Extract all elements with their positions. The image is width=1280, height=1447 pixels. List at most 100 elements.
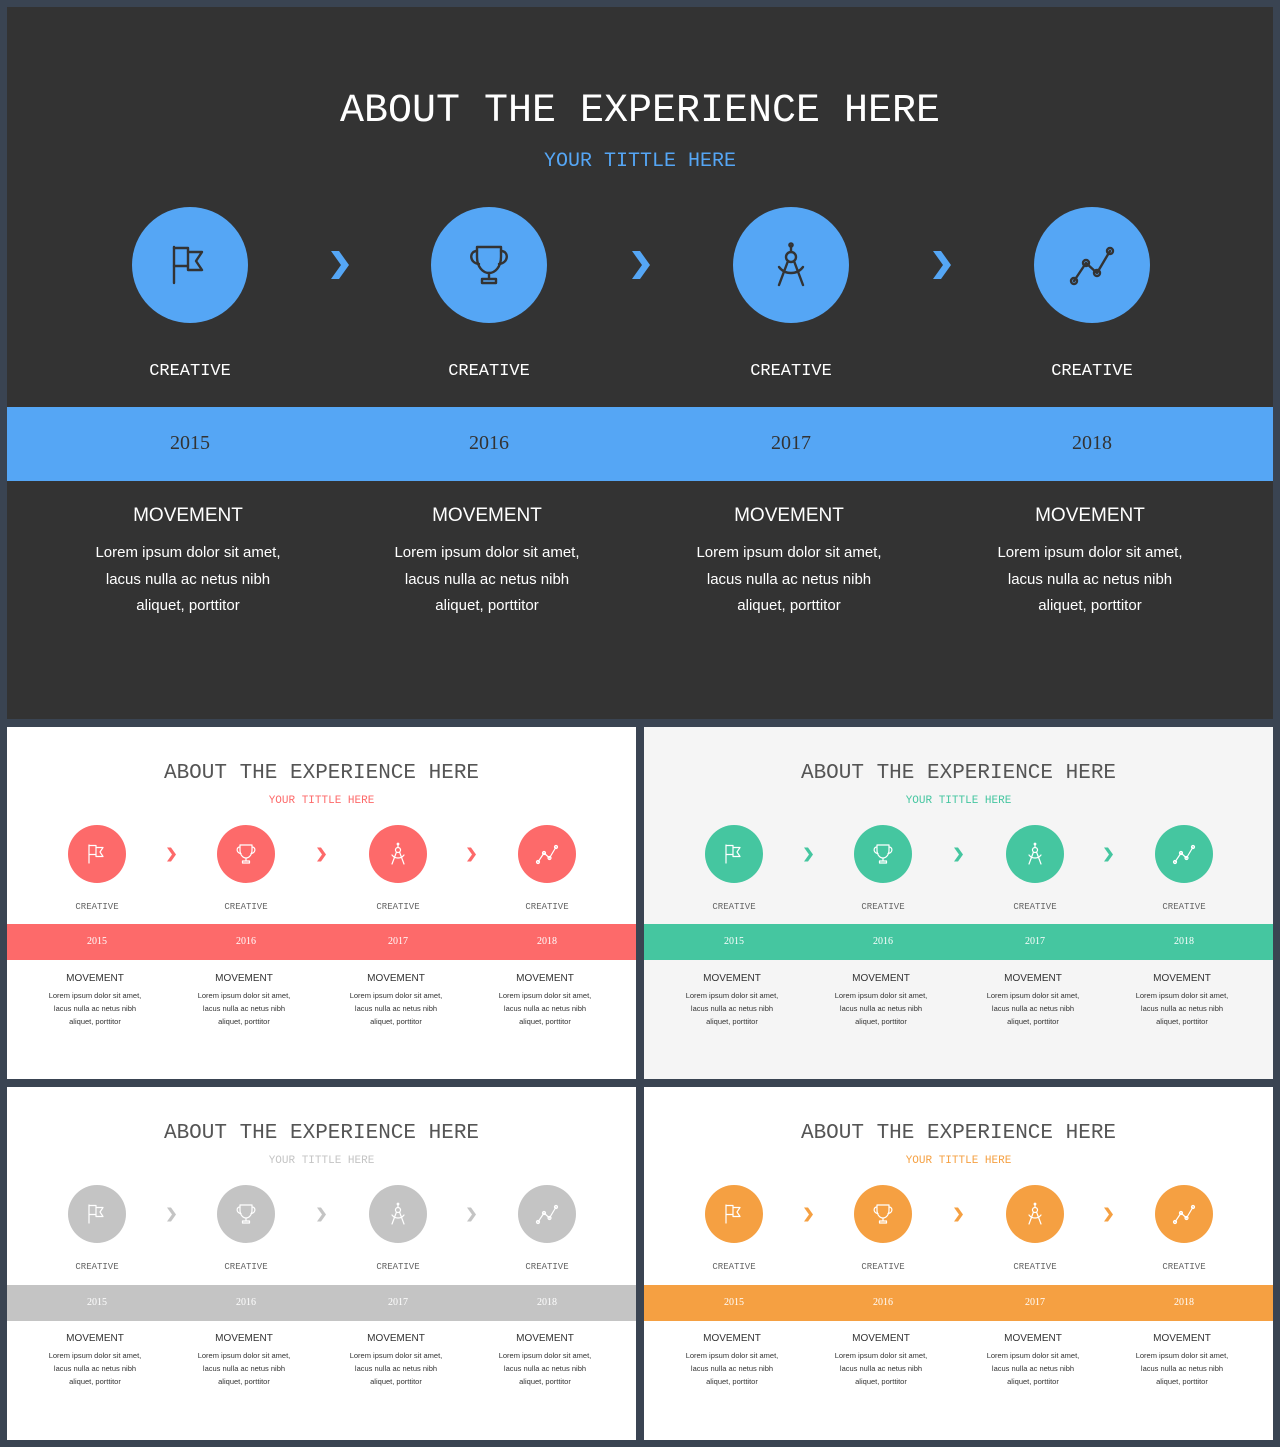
description-line: lacus nulla ac netus nibh bbox=[1140, 1364, 1224, 1373]
description-line: lacus nulla ac netus nibh bbox=[53, 1004, 137, 1013]
description-line: aliquet, porttitor bbox=[1038, 597, 1142, 614]
year-label: 2017 bbox=[1025, 936, 1045, 947]
year-label: 2015 bbox=[87, 936, 107, 947]
slide-title: ABOUT THE EXPERIENCE HERE bbox=[800, 762, 1117, 785]
step-label: CREATIVE bbox=[75, 1262, 119, 1272]
step-circle bbox=[705, 1185, 763, 1243]
movement-description: Lorem ipsum dolor sit amet, lacus nulla a… bbox=[30, 540, 347, 620]
step-circle bbox=[1006, 1185, 1064, 1243]
description-line: aliquet, porttitor bbox=[706, 1377, 758, 1386]
step-circle bbox=[705, 825, 763, 883]
step-label: CREATIVE bbox=[1051, 362, 1133, 381]
step-label: CREATIVE bbox=[750, 362, 832, 381]
chevron-right-icon bbox=[933, 251, 951, 279]
description-line: Lorem ipsum dolor sit amet, bbox=[834, 1351, 928, 1360]
movement-description: Lorem ipsum dolor sit amet, lacus nulla a… bbox=[1103, 989, 1260, 1028]
slide-title: ABOUT THE EXPERIENCE HERE bbox=[800, 1122, 1117, 1145]
step-label: CREATIVE bbox=[448, 362, 530, 381]
step-circle bbox=[854, 825, 912, 883]
year-label: 2018 bbox=[1174, 936, 1194, 947]
step-label: CREATIVE bbox=[1162, 902, 1206, 912]
description-line: aliquet, porttitor bbox=[370, 1377, 422, 1386]
flag-icon bbox=[88, 1204, 104, 1224]
step-label: CREATIVE bbox=[75, 902, 119, 912]
line-chart-icon bbox=[535, 844, 559, 865]
step-label: CREATIVE bbox=[1013, 1262, 1057, 1272]
chevron-right-icon bbox=[317, 847, 326, 861]
movement-description: Lorem ipsum dolor sit amet, lacus nulla a… bbox=[631, 540, 948, 620]
year-label: 2015 bbox=[724, 936, 744, 947]
step-circle bbox=[132, 207, 248, 323]
description-line: aliquet, porttitor bbox=[69, 1377, 121, 1386]
description-line: lacus nulla ac netus nibh bbox=[1007, 570, 1173, 588]
trophy-icon bbox=[873, 1204, 893, 1224]
description-line: lacus nulla ac netus nibh bbox=[690, 1004, 774, 1013]
description-line: aliquet, porttitor bbox=[435, 597, 539, 614]
slide-subtitle: YOUR TITTLE HERE bbox=[905, 1155, 1012, 1167]
chevron-right-icon bbox=[954, 847, 963, 861]
movement-description: Lorem ipsum dolor sit amet, lacus nulla a… bbox=[466, 1349, 623, 1388]
description-line: aliquet, porttitor bbox=[218, 1377, 270, 1386]
description-line: lacus nulla ac netus nibh bbox=[1140, 1004, 1224, 1013]
step-circle bbox=[854, 1185, 912, 1243]
step-circle bbox=[217, 825, 275, 883]
movement-description: Lorem ipsum dolor sit amet, lacus nulla a… bbox=[317, 1349, 474, 1388]
description-line: Lorem ipsum dolor sit amet, bbox=[197, 991, 291, 1000]
step-label: CREATIVE bbox=[149, 362, 231, 381]
line-chart-icon bbox=[1172, 844, 1196, 865]
movement-description: Lorem ipsum dolor sit amet, lacus nulla a… bbox=[16, 1349, 173, 1388]
step-circle bbox=[518, 825, 576, 883]
step-label: CREATIVE bbox=[712, 902, 756, 912]
movement-description: Lorem ipsum dolor sit amet, lacus nulla a… bbox=[954, 1349, 1111, 1388]
year-label: 2018 bbox=[1072, 432, 1112, 454]
movement-heading: MOVEMENT bbox=[66, 1333, 124, 1344]
compass-icon bbox=[777, 242, 805, 287]
description-line: Lorem ipsum dolor sit amet, bbox=[48, 1351, 142, 1360]
year-band bbox=[7, 407, 1273, 481]
slide-title: ABOUT THE EXPERIENCE HERE bbox=[163, 762, 480, 785]
compass-icon bbox=[1028, 842, 1042, 865]
description-line: lacus nulla ac netus nibh bbox=[202, 1364, 286, 1373]
step-label: CREATIVE bbox=[525, 902, 569, 912]
movement-description: Lorem ipsum dolor sit amet, lacus nulla a… bbox=[802, 1349, 959, 1388]
description-line: lacus nulla ac netus nibh bbox=[53, 1364, 137, 1373]
year-label: 2016 bbox=[873, 1297, 893, 1308]
year-label: 2016 bbox=[469, 432, 509, 454]
year-label: 2015 bbox=[724, 1297, 744, 1308]
step-circle bbox=[217, 1185, 275, 1243]
step-circle bbox=[1034, 207, 1150, 323]
movement-heading: MOVEMENT bbox=[703, 973, 761, 984]
flag-icon bbox=[88, 844, 104, 864]
step-label: CREATIVE bbox=[861, 1262, 905, 1272]
chevron-right-icon bbox=[804, 847, 813, 861]
flag-icon bbox=[725, 1204, 741, 1224]
description-line: aliquet, porttitor bbox=[706, 1017, 758, 1026]
description-line: aliquet, porttitor bbox=[1007, 1017, 1059, 1026]
slide-subtitle: YOUR TITTLE HERE bbox=[268, 1155, 375, 1167]
movement-heading: MOVEMENT bbox=[516, 973, 574, 984]
movement-heading: MOVEMENT bbox=[367, 973, 425, 984]
movement-heading: MOVEMENT bbox=[215, 973, 273, 984]
description-line: Lorem ipsum dolor sit amet, bbox=[394, 544, 580, 561]
step-label: CREATIVE bbox=[376, 902, 420, 912]
step-label: CREATIVE bbox=[224, 1262, 268, 1272]
step-circle bbox=[518, 1185, 576, 1243]
movement-description: Lorem ipsum dolor sit amet, lacus nulla a… bbox=[802, 989, 959, 1028]
movement-heading: MOVEMENT bbox=[215, 1333, 273, 1344]
year-label: 2015 bbox=[87, 1297, 107, 1308]
description-line: lacus nulla ac netus nibh bbox=[503, 1364, 587, 1373]
movement-heading: MOVEMENT bbox=[703, 1333, 761, 1344]
step-label: CREATIVE bbox=[1162, 1262, 1206, 1272]
slide-orange: ABOUT THE EXPERIENCE HERE YOUR TITTLE HER… bbox=[644, 1087, 1273, 1440]
chevron-right-icon bbox=[167, 847, 176, 861]
slide-title: ABOUT THE EXPERIENCE HERE bbox=[339, 89, 941, 134]
year-label: 2017 bbox=[388, 1297, 408, 1308]
movement-heading: MOVEMENT bbox=[1153, 973, 1211, 984]
slide-green: ABOUT THE EXPERIENCE HERE YOUR TITTLE HER… bbox=[644, 727, 1273, 1079]
movement-heading: MOVEMENT bbox=[367, 1333, 425, 1344]
year-label: 2018 bbox=[537, 936, 557, 947]
movement-description: Lorem ipsum dolor sit amet, lacus nulla a… bbox=[329, 540, 646, 620]
line-chart-icon bbox=[1069, 246, 1115, 286]
year-band bbox=[7, 924, 636, 960]
description-line: Lorem ipsum dolor sit amet, bbox=[197, 1351, 291, 1360]
